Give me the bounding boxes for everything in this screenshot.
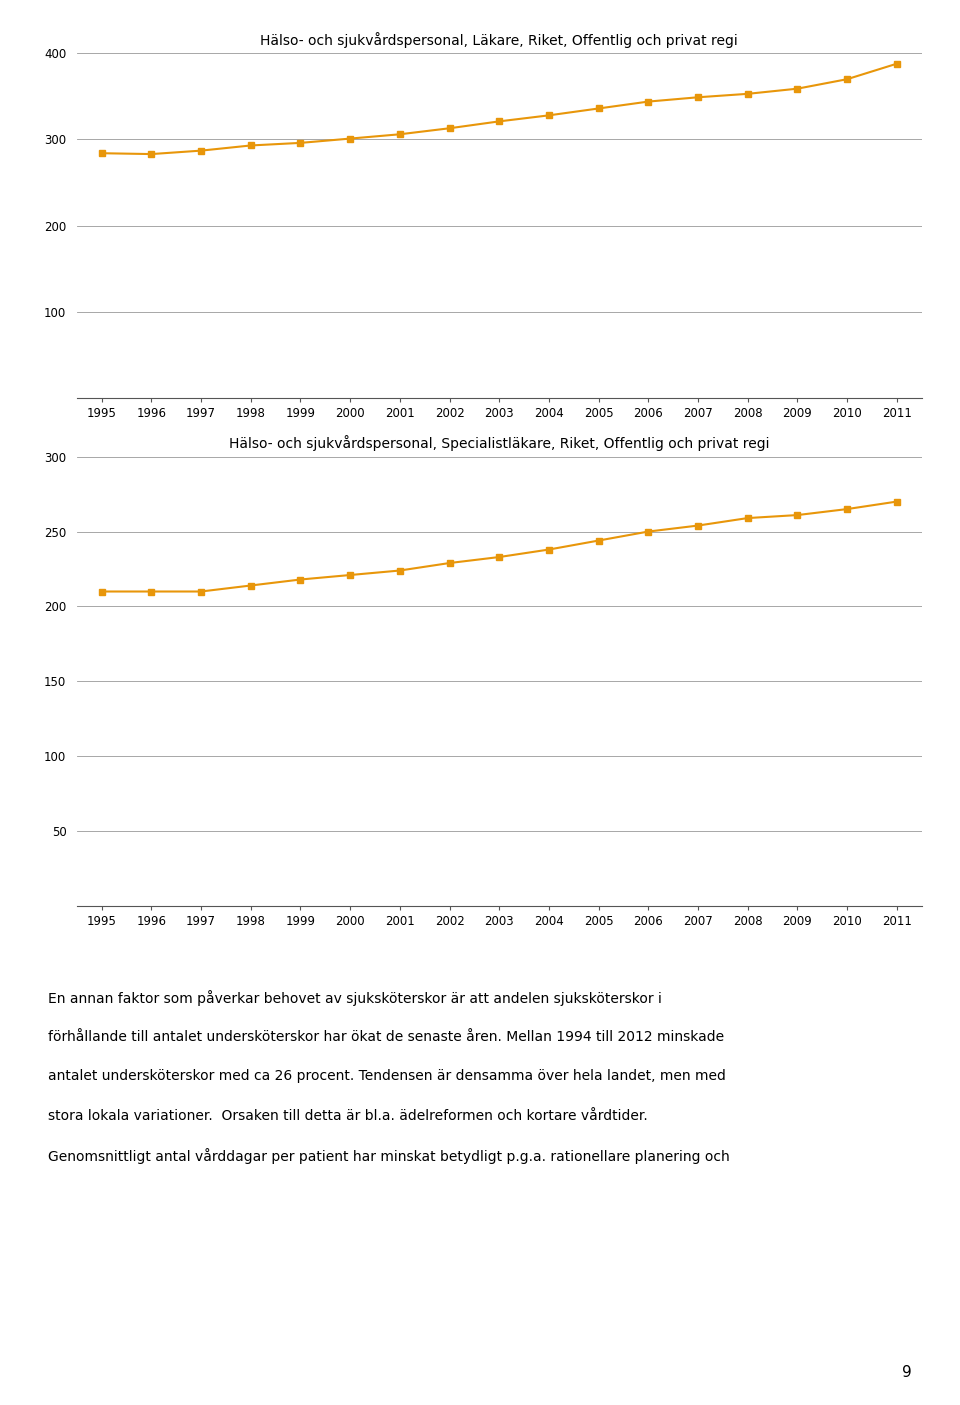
Text: antalet undersköterskor med ca 26 procent. Tendensen är densamma över hela lande: antalet undersköterskor med ca 26 procen… (48, 1069, 726, 1083)
Text: stora lokala variationer.  Orsaken till detta är bl.a. ädelreformen och kortare : stora lokala variationer. Orsaken till d… (48, 1109, 648, 1123)
Text: Genomsnittligt antal vårddagar per patient har minskat betydligt p.g.a. rationel: Genomsnittligt antal vårddagar per patie… (48, 1148, 730, 1163)
Text: 9: 9 (902, 1364, 912, 1380)
Text: En annan faktor som påverkar behovet av sjuksköterskor är att andelen sjuksköter: En annan faktor som påverkar behovet av … (48, 991, 661, 1006)
Text: förhållande till antalet undersköterskor har ökat de senaste åren. Mellan 1994 t: förhållande till antalet undersköterskor… (48, 1030, 724, 1044)
Title: Hälso- och sjukvårdspersonal, Specialistläkare, Riket, Offentlig och privat regi: Hälso- och sjukvårdspersonal, Specialist… (228, 436, 770, 451)
Title: Hälso- och sjukvårdspersonal, Läkare, Riket, Offentlig och privat regi: Hälso- och sjukvårdspersonal, Läkare, Ri… (260, 32, 738, 48)
